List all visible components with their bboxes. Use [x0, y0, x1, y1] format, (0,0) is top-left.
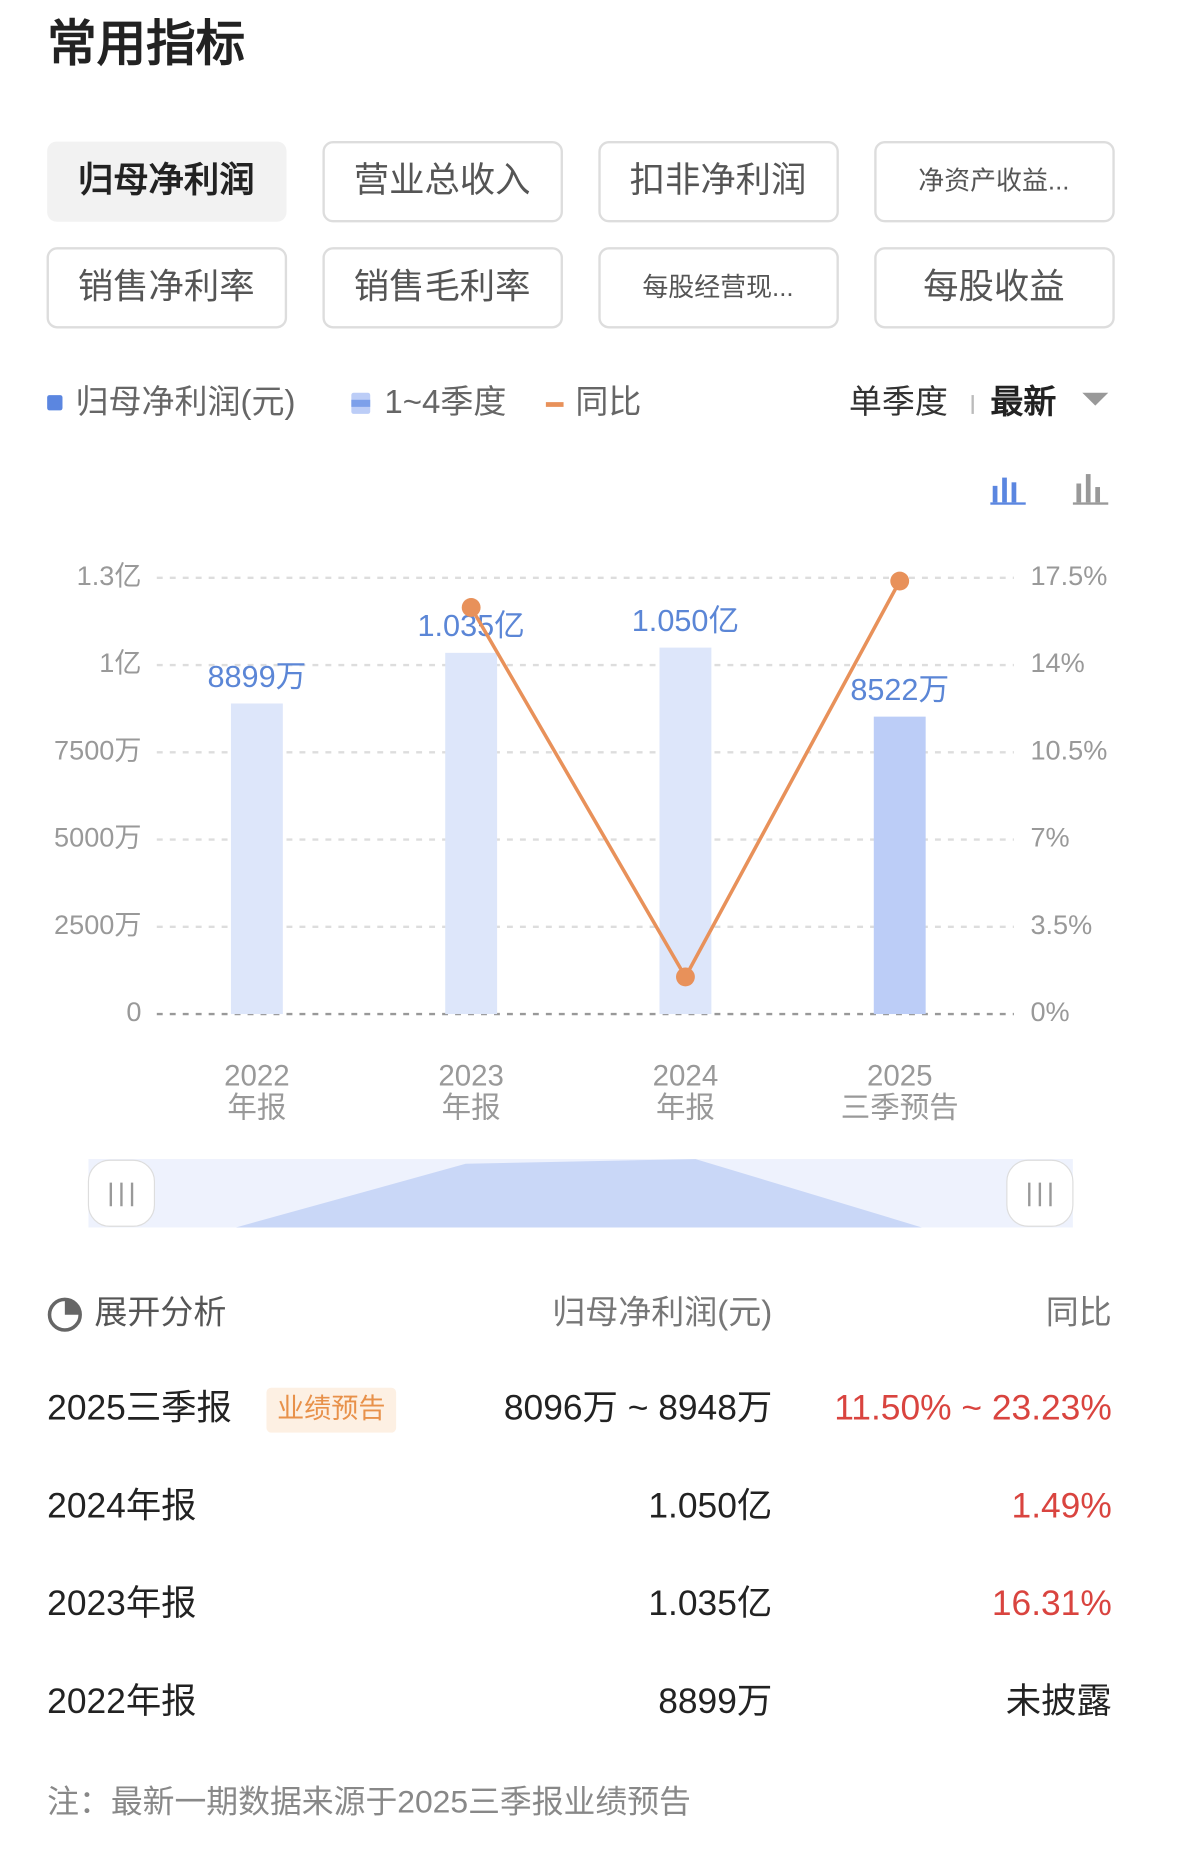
dropdown-arrow[interactable] [1082, 392, 1109, 406]
y-tick-label: 0 [126, 996, 141, 1027]
bar [873, 716, 926, 1015]
y2-tick-label: 7% [1030, 822, 1069, 853]
row-period: 2022年报 [47, 1682, 196, 1721]
tab-label[interactable]: 营业总收入 [354, 161, 531, 200]
y2-tick-label: 14% [1030, 647, 1084, 678]
x-tick-label: 年报 [442, 1091, 501, 1124]
latest-toggle[interactable]: 最新 [990, 383, 1056, 420]
chart-type-icons [990, 474, 1109, 505]
bar-value-label: 8522万 [850, 673, 949, 707]
row-yoy: 未披露 [1006, 1682, 1112, 1721]
footnote: 注：最新一期数据来源于2025三季报业绩预告 [47, 1783, 691, 1819]
x-tick-label: 三季预告 [841, 1091, 959, 1124]
tab[interactable] [874, 247, 1115, 329]
handle-grip [1028, 1182, 1052, 1207]
x-tick-label: 年报 [656, 1091, 715, 1124]
x-tick-label: 年报 [227, 1091, 286, 1124]
stacked-icon[interactable] [990, 477, 1026, 505]
bar-value-label: 8899万 [207, 660, 306, 694]
tab[interactable] [322, 140, 563, 223]
bar [230, 703, 283, 1015]
line-point [890, 571, 910, 591]
tabs: 归母净利润 营业总收入 扣非净利润 净资产收益... 销售净利率 销售毛利率 每股经营现..… [46, 140, 1115, 329]
y-tick-label: 1亿 [99, 647, 141, 678]
row-value: 1.050亿 [648, 1486, 772, 1525]
handle-grip [109, 1182, 134, 1207]
tab[interactable] [46, 247, 288, 329]
tab-label[interactable]: 每股经营现... [642, 273, 793, 302]
row-period: 2023年报 [47, 1584, 196, 1623]
badge-label: 业绩预告 [277, 1392, 385, 1423]
row-yoy: 16.31% [992, 1584, 1112, 1623]
table-header[interactable]: 展开分析 [94, 1293, 226, 1330]
y-tick-label: 2500万 [54, 909, 141, 940]
row-value: 8096万 ~ 8948万 [504, 1389, 772, 1428]
slider-preview [235, 1159, 922, 1228]
row-period: 2025三季报 [47, 1389, 232, 1428]
y2-tick-label: 10.5% [1030, 734, 1107, 765]
row-value: 1.035亿 [648, 1584, 772, 1623]
tab-label[interactable]: 每股收益 [923, 267, 1064, 306]
line-point [676, 967, 695, 987]
line-point [461, 598, 481, 617]
x-tick-label: 2025 [867, 1059, 933, 1092]
y-tick-label: 5000万 [54, 822, 141, 853]
badge [266, 1387, 397, 1433]
tab[interactable] [47, 141, 287, 222]
table: 展开分析 归母净利润(元) 同比 2025三季报 业绩预告 8096万 ~ 8948… [47, 1293, 1112, 1721]
tab[interactable] [598, 140, 839, 223]
legend-label: 1~4季度 [384, 383, 506, 420]
tab-label[interactable]: 销售毛利率 [354, 267, 531, 306]
y2-tick-label: 3.5% [1030, 909, 1092, 940]
bar-icon[interactable] [1072, 474, 1109, 505]
bar [445, 652, 498, 1015]
y-tick-label: 7500万 [54, 734, 141, 765]
y2-tick-label: 0% [1030, 996, 1069, 1027]
table-rows: 2025三季报 业绩预告 8096万 ~ 8948万 11.50% ~ 23.23% 2… [47, 1387, 1112, 1721]
y-tick-label: 1.3亿 [77, 560, 142, 591]
y2-tick-label: 17.5% [1030, 560, 1107, 591]
row-period: 2024年报 [47, 1486, 196, 1525]
legend: 归母净利润(元) 1~4季度 同比 单季度 最新 [47, 383, 1109, 420]
x-tick-label: 2024 [653, 1059, 719, 1092]
range-slider[interactable] [87, 1159, 1074, 1228]
plot: 0 2500万 5000万 7500万 1亿 1.3亿 0% 3.5% 7% 10.5% 14% 17… [54, 560, 1107, 1124]
tab-label[interactable]: 销售净利率 [78, 267, 255, 306]
row-value: 8899万 [658, 1682, 772, 1721]
bar-value-label: 1.050亿 [632, 604, 739, 638]
tab[interactable] [598, 247, 839, 329]
legend-label: 归母净利润(元) [75, 383, 295, 420]
x-tick-label: 2023 [438, 1059, 504, 1092]
legend-swatch [47, 395, 63, 411]
legend-swatch [351, 399, 371, 407]
x-tick-label: 2022 [224, 1059, 290, 1092]
tab-label[interactable]: 扣非净利润 [630, 161, 807, 200]
page-title: 常用指标 [47, 16, 245, 71]
legend-label: 同比 [575, 383, 641, 420]
table-header: 归母净利润(元) [552, 1293, 772, 1330]
analysis-icon [64, 1299, 81, 1315]
tab[interactable] [322, 247, 563, 329]
row-yoy: 1.49% [1012, 1486, 1112, 1525]
table-header: 同比 [1046, 1293, 1112, 1330]
row-yoy: 11.50% ~ 23.23% [834, 1389, 1112, 1428]
tab-label[interactable]: 归母净利润 [78, 161, 255, 200]
bar [659, 647, 712, 1015]
period-toggle[interactable]: 单季度 [849, 383, 948, 420]
tab[interactable] [874, 140, 1115, 223]
tab-label[interactable]: 净资产收益... [918, 167, 1069, 196]
